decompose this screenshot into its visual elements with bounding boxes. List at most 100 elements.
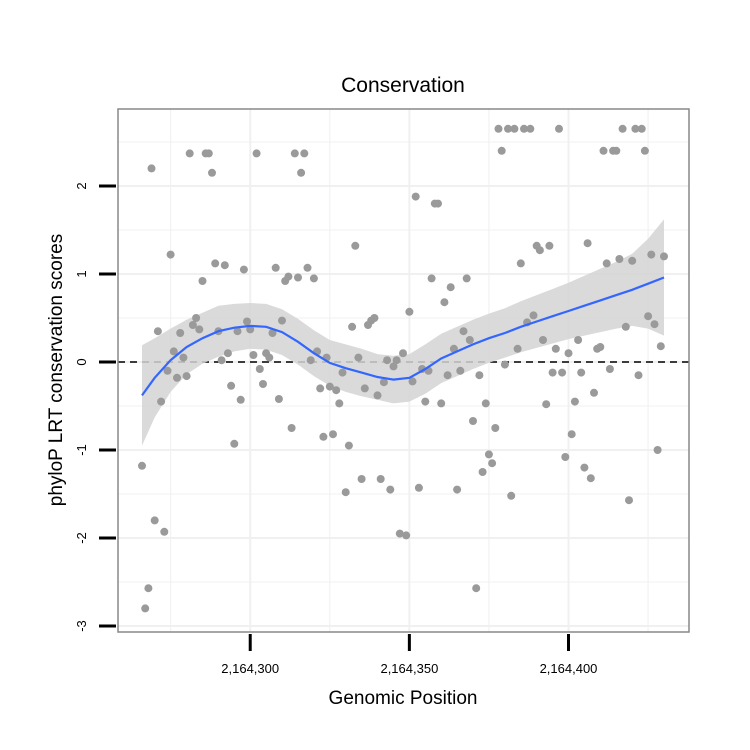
data-point (583, 239, 592, 248)
y-axis-title: phyloP LRT conservation scores (46, 234, 67, 507)
data-point (615, 255, 624, 263)
data-point (376, 475, 385, 483)
data-point (138, 461, 146, 470)
chart-title: Conservation (341, 74, 465, 97)
data-point (198, 277, 207, 285)
data-point (176, 329, 185, 337)
data-point (637, 124, 646, 133)
data-point (204, 149, 213, 158)
data-point (488, 459, 497, 468)
data-point (255, 365, 264, 373)
data-point (516, 259, 525, 268)
data-point (602, 259, 611, 268)
data-point (379, 378, 388, 387)
data-point (545, 241, 554, 250)
data-point (344, 441, 353, 450)
data-point (223, 349, 232, 358)
data-point (434, 199, 442, 208)
data-point (179, 353, 188, 362)
x-tick-label: 2,164,350 (380, 661, 438, 676)
data-point (141, 604, 150, 613)
data-point (227, 381, 236, 390)
data-point (185, 149, 194, 158)
data-point (491, 424, 500, 432)
data-point (306, 356, 315, 365)
data-point (236, 395, 245, 404)
data-point (427, 274, 436, 283)
x-axis-title: Genomic Position (329, 688, 478, 709)
data-point (271, 263, 280, 272)
data-point (265, 353, 274, 362)
data-point (284, 272, 293, 281)
x-axis: 2,164,300 2,164,350 2,164,400 (221, 634, 597, 676)
data-point (395, 529, 404, 538)
data-point (182, 372, 191, 381)
y-tick-label: -3 (74, 620, 89, 632)
data-point (163, 366, 172, 375)
data-point (605, 365, 614, 373)
data-point (169, 347, 178, 356)
data-point (188, 321, 197, 329)
data-point (644, 312, 653, 321)
data-point (360, 384, 369, 393)
data-point (414, 483, 423, 492)
data-point (634, 371, 643, 380)
data-point (513, 344, 522, 353)
data-point (274, 395, 283, 403)
data-point (526, 124, 535, 133)
data-point (370, 314, 379, 322)
data-point (325, 382, 334, 391)
data-point (402, 531, 411, 540)
data-point (625, 496, 633, 505)
data-point (650, 320, 659, 329)
data-point (160, 527, 169, 536)
data-point (157, 397, 166, 406)
data-point (195, 325, 204, 334)
data-point (144, 584, 153, 593)
data-point (456, 366, 465, 375)
data-point (653, 446, 662, 454)
data-point (329, 430, 337, 439)
data-point (640, 146, 649, 155)
plot-panel-border (117, 108, 690, 633)
data-point (507, 491, 516, 500)
data-point (599, 146, 608, 155)
data-point (220, 261, 229, 270)
data-point (539, 336, 547, 344)
data-point (392, 356, 401, 365)
data-point (278, 316, 286, 325)
data-point (217, 356, 226, 365)
data-point (166, 250, 175, 259)
data-point (208, 168, 216, 177)
data-point (469, 417, 477, 425)
data-point (303, 263, 312, 272)
data-point (147, 164, 156, 173)
data-point (399, 349, 407, 358)
data-point (612, 146, 621, 155)
data-point (354, 353, 363, 362)
y-tick-label: 2 (74, 182, 89, 189)
data-point (628, 256, 637, 265)
data-point (357, 475, 366, 483)
y-tick-label: 0 (74, 358, 89, 365)
data-point (192, 314, 201, 322)
data-point (574, 336, 583, 344)
smooth-trend-line (141, 276, 665, 397)
data-point (332, 386, 341, 395)
data-point (173, 373, 181, 382)
data-point (150, 516, 159, 525)
data-point (484, 450, 493, 459)
data-point (548, 368, 557, 377)
data-point (437, 399, 446, 408)
data-point (259, 380, 267, 388)
data-point (211, 259, 220, 268)
data-point (497, 146, 506, 155)
data-point (529, 311, 538, 320)
data-points (138, 124, 668, 613)
data-point (316, 384, 325, 393)
data-point (551, 344, 560, 353)
data-point (564, 349, 573, 358)
data-point (577, 368, 586, 377)
data-point (494, 124, 503, 133)
